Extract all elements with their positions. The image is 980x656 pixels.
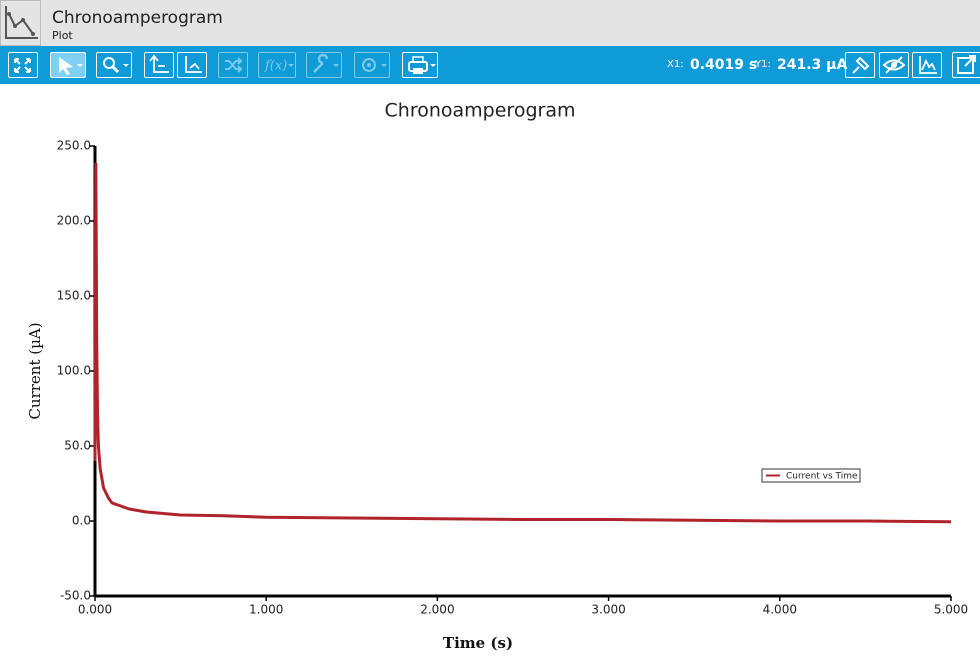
- y-tick-label: 200.0: [57, 214, 91, 228]
- function-button[interactable]: f(x): [258, 52, 296, 78]
- toolbar: f(x) X1: 0.4019 s Y1: 241.3 µA: [0, 46, 980, 84]
- plot-icon: [0, 0, 41, 46]
- window-title: Chronoamperogram: [52, 8, 223, 28]
- x-axis-label: Time (s): [443, 634, 513, 652]
- data-line: [93, 162, 952, 524]
- y-tick-label: 100.0: [57, 364, 91, 378]
- export-button[interactable]: [952, 52, 980, 78]
- cursor-y-label: Y1:: [755, 59, 771, 70]
- y-tick-label: 150.0: [57, 289, 91, 303]
- x-tick-label: 2.000: [420, 603, 454, 617]
- axis-button[interactable]: [144, 52, 174, 78]
- pin-button[interactable]: [845, 52, 875, 78]
- x-tick-label: 1.000: [249, 603, 283, 617]
- hide-button[interactable]: [879, 52, 909, 78]
- y-tick-label: 0.0: [72, 514, 91, 528]
- axis-button[interactable]: [177, 52, 207, 78]
- cursor-y-value: 241.3 µA: [777, 57, 848, 73]
- tools-button[interactable]: [306, 52, 342, 78]
- x-tick-label: 5.000: [934, 603, 968, 617]
- x-tick-label: 0.000: [78, 603, 112, 617]
- settings-button[interactable]: [354, 52, 390, 78]
- window-subtitle: Plot: [52, 29, 73, 42]
- y-tick-label: -50.0: [60, 589, 91, 603]
- y-axis-label: Current (µA): [26, 322, 44, 419]
- legend-box: [761, 468, 861, 483]
- cursor-x-value: 0.4019 s: [690, 57, 758, 73]
- cursor-x-label: X1:: [667, 59, 684, 70]
- x-tick-label: 4.000: [763, 603, 797, 617]
- legend-label: Current vs Time: [786, 472, 858, 482]
- header-bar: Chronoamperogram Plot: [0, 0, 980, 46]
- chart-title: Chronoamperogram: [385, 100, 576, 122]
- svg-text:f(x): f(x): [264, 59, 287, 74]
- y-tick-label: 50.0: [64, 439, 91, 453]
- x-tick-label: 3.000: [591, 603, 625, 617]
- zoom-button[interactable]: [96, 52, 132, 78]
- chart: Chronoamperogram Time (s) Current (µA) -…: [26, 100, 968, 653]
- select-button[interactable]: [50, 52, 86, 78]
- y-tick-label: 250.0: [57, 139, 91, 153]
- print-button[interactable]: [402, 52, 438, 78]
- autoscale-button[interactable]: [8, 52, 38, 78]
- peak-button[interactable]: [912, 52, 942, 78]
- shuffle-button[interactable]: [218, 52, 248, 78]
